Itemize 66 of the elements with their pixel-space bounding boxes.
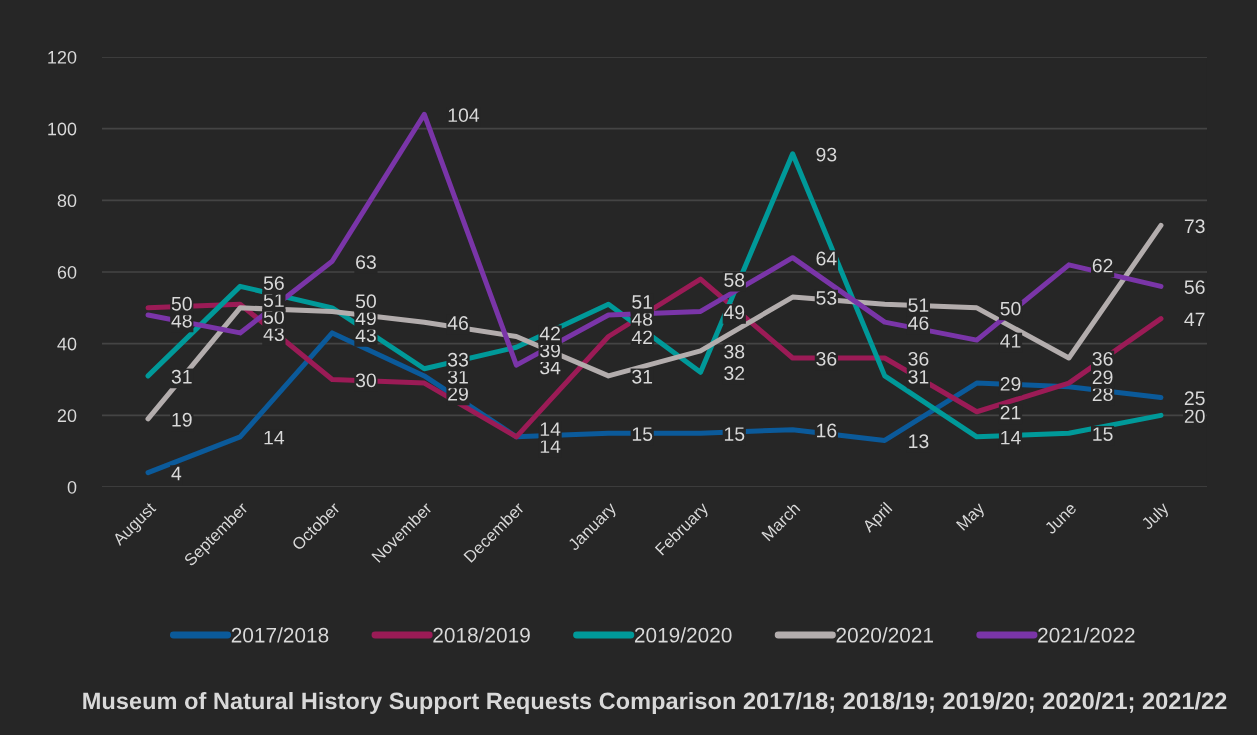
data-label: 29	[1092, 370, 1113, 385]
legend-label: 2021/2022	[1038, 627, 1135, 643]
data-label: 32	[724, 366, 745, 381]
data-label: 21	[1000, 405, 1021, 420]
y-tick-label: 20	[57, 409, 77, 423]
text: Museum of Natural History Support Requests Comparison 2017/18; 2018/19; 2019/20; 2020/21; 2021/22	[83, 691, 1227, 715]
data-label: 63	[356, 255, 376, 269]
data-label: 51	[908, 298, 929, 312]
y-tick-label: 80	[57, 194, 77, 208]
data-label: 50	[1000, 301, 1021, 316]
data-label: 43	[263, 327, 284, 342]
data-label: 15	[1093, 427, 1113, 441]
data-label: 50	[355, 294, 376, 309]
x-tick-label: May	[955, 501, 988, 534]
data-label: 93	[816, 147, 837, 162]
data-label: 13	[909, 434, 929, 449]
legend-label: 2019/2020	[634, 627, 732, 643]
data-label: 47	[1184, 312, 1205, 327]
data-label: 49	[355, 311, 376, 326]
data-label: 64	[816, 251, 837, 266]
legend-label: 2018/2019	[433, 627, 530, 643]
data-label: 42	[539, 326, 560, 341]
data-label: 14	[540, 439, 561, 453]
data-label: 56	[263, 276, 284, 291]
y-tick-label: 60	[57, 265, 77, 279]
data-label: 4	[171, 466, 182, 481]
data-label: 25	[1184, 391, 1205, 406]
data-label: 29	[1000, 377, 1021, 391]
data-label: 36	[1092, 351, 1113, 366]
data-label: 33	[447, 352, 468, 367]
data-label: 43	[355, 328, 376, 343]
data-label: 31	[171, 369, 192, 384]
data-label: 41	[1000, 334, 1021, 348]
y-tick-label: 120	[48, 50, 77, 64]
y-tick-label: 100	[48, 122, 77, 136]
data-label: 16	[817, 423, 837, 438]
data-label: 46	[447, 316, 468, 330]
data-label: 42	[631, 330, 653, 345]
data-label: 20	[1184, 409, 1205, 424]
data-label: 31	[632, 369, 653, 384]
data-label: 50	[171, 296, 192, 311]
data-label: 46	[908, 316, 929, 330]
data-label: 36	[908, 351, 929, 366]
data-label: 58	[724, 273, 745, 287]
data-label: 14	[264, 430, 285, 445]
legend-label: 2017/2018	[231, 627, 329, 643]
data-label: 56	[1184, 280, 1205, 295]
legend-label: 2020/2021	[836, 627, 933, 643]
data-label: 30	[355, 373, 376, 388]
y-tick-label: 40	[57, 337, 77, 351]
data-label: 73	[1184, 219, 1205, 234]
data-label: 51	[632, 295, 653, 309]
y-tick-label: 0	[67, 480, 77, 494]
data-label: 62	[1092, 258, 1113, 273]
data-label: 15	[724, 427, 745, 441]
data-label: 14	[1001, 430, 1021, 445]
data-label: 38	[724, 344, 745, 359]
data-label: 53	[816, 291, 837, 305]
data-label: 14	[540, 422, 561, 436]
data-label: 36	[816, 351, 837, 366]
x-tick-label: July	[1140, 500, 1172, 533]
data-label: 15	[632, 427, 653, 441]
data-label: 31	[908, 369, 929, 384]
data-label: 19	[172, 412, 192, 427]
data-label: 104	[448, 108, 480, 123]
data-label: 49	[723, 305, 745, 320]
